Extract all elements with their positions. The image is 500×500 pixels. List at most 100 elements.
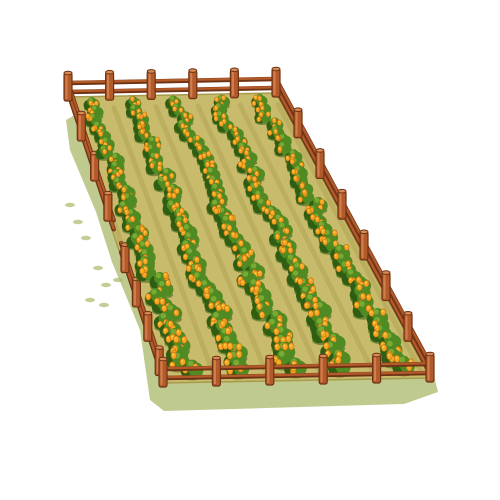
- flower-bush: [295, 188, 315, 207]
- orange-flower-highlight: [349, 278, 352, 281]
- orange-flower: [230, 231, 237, 239]
- orange-flower: [154, 297, 160, 305]
- orange-flower-highlight: [256, 108, 259, 110]
- orange-flower-highlight: [119, 170, 121, 172]
- fence-post-highlight: [133, 280, 136, 305]
- orange-flower: [368, 309, 375, 317]
- orange-flower-highlight: [166, 337, 169, 340]
- bush-leaf-highlight: [347, 269, 354, 275]
- orange-flower: [117, 206, 123, 214]
- orange-flower: [255, 106, 261, 113]
- fence-post-top: [359, 229, 369, 235]
- orange-flower: [303, 301, 310, 310]
- orange-flower: [224, 304, 231, 313]
- orange-flower-highlight: [257, 304, 260, 307]
- orange-flower-highlight: [131, 217, 133, 220]
- orange-flower-highlight: [146, 294, 149, 297]
- flower-bush: [178, 127, 196, 143]
- orange-flower: [166, 191, 173, 199]
- orange-flower-highlight: [315, 310, 318, 313]
- fence-post-top: [188, 68, 198, 73]
- orange-flower-highlight: [254, 183, 257, 185]
- grass-tuft: [81, 235, 91, 241]
- orange-flower-highlight: [180, 209, 183, 211]
- flower-bush: [311, 325, 334, 346]
- orange-flower: [162, 271, 169, 279]
- orange-flower: [220, 320, 227, 328]
- orange-flower-highlight: [243, 256, 245, 259]
- fence-post: [403, 312, 413, 342]
- orange-flower-highlight: [229, 125, 231, 127]
- fence-post-highlight: [273, 71, 276, 95]
- bush-leaf-highlight: [130, 104, 136, 110]
- bush-leaf-highlight: [201, 280, 208, 286]
- fence-post: [425, 353, 435, 383]
- orange-flower-highlight: [382, 345, 385, 348]
- orange-flower: [136, 99, 141, 106]
- orange-flower: [214, 96, 220, 103]
- orange-flower: [380, 344, 388, 352]
- orange-flower-highlight: [171, 103, 173, 105]
- orange-flower: [308, 277, 314, 285]
- bush-leaf-highlight: [252, 166, 258, 172]
- orange-flower: [156, 142, 161, 149]
- bush-leaf-highlight: [279, 222, 285, 228]
- orange-flower-highlight: [231, 233, 234, 235]
- orange-flower-highlight: [262, 207, 265, 210]
- orange-flower: [253, 181, 259, 189]
- orange-flower-highlight: [246, 157, 249, 159]
- orange-flower-highlight: [279, 218, 282, 221]
- orange-flower-highlight: [172, 194, 175, 196]
- orange-flower-highlight: [266, 112, 269, 115]
- orange-flower: [208, 302, 215, 310]
- bush-leaf-highlight: [272, 310, 279, 317]
- orange-flower-highlight: [111, 175, 114, 178]
- orange-flower: [320, 330, 327, 338]
- orange-flower-highlight: [315, 217, 318, 220]
- orange-flower-highlight: [248, 187, 250, 189]
- fence-post: [337, 190, 347, 220]
- orange-flower-highlight: [145, 242, 148, 244]
- fence-post-highlight: [317, 152, 320, 177]
- orange-flower-highlight: [220, 199, 223, 202]
- orange-flower-highlight: [195, 265, 198, 268]
- fence-post-top: [146, 69, 156, 74]
- orange-flower: [221, 223, 227, 230]
- bush-leaf-highlight: [233, 359, 240, 366]
- orange-flower: [221, 95, 226, 101]
- orange-flower-highlight: [383, 333, 386, 336]
- bush-leaf-highlight: [258, 198, 264, 204]
- orange-flower: [232, 126, 238, 133]
- orange-flower-highlight: [214, 106, 217, 108]
- orange-flower-highlight: [313, 303, 316, 306]
- back-rail-highlight: [66, 76, 278, 84]
- bush-leaf-highlight: [92, 105, 97, 110]
- orange-flower: [178, 225, 184, 233]
- orange-flower: [236, 343, 243, 351]
- fence-post: [318, 355, 328, 385]
- orange-flower-highlight: [198, 146, 200, 148]
- orange-flower: [185, 131, 190, 138]
- orange-flower-highlight: [285, 229, 288, 231]
- orange-flower-highlight: [274, 337, 277, 340]
- orange-flower-highlight: [256, 281, 259, 284]
- fence-post-top: [381, 270, 391, 275]
- bush-leaf-highlight: [250, 279, 257, 285]
- fence-post: [188, 69, 198, 100]
- orange-flower-highlight: [215, 180, 218, 183]
- orange-flower-highlight: [166, 281, 169, 284]
- orange-flower-highlight: [355, 303, 358, 305]
- orange-flower-highlight: [241, 280, 243, 283]
- fence-post-top: [372, 352, 382, 358]
- orange-flower-highlight: [307, 209, 310, 212]
- orange-flower-highlight: [375, 326, 378, 328]
- orange-flower: [360, 292, 366, 300]
- back-rail-highlight: [66, 85, 278, 93]
- orange-flower-highlight: [126, 226, 128, 228]
- orange-flower-highlight: [367, 306, 369, 309]
- orange-flower-highlight: [210, 180, 212, 182]
- orange-flower-highlight: [369, 311, 372, 313]
- orange-flower: [320, 228, 326, 235]
- orange-flower: [121, 186, 127, 193]
- bush-leaf-highlight: [316, 318, 323, 324]
